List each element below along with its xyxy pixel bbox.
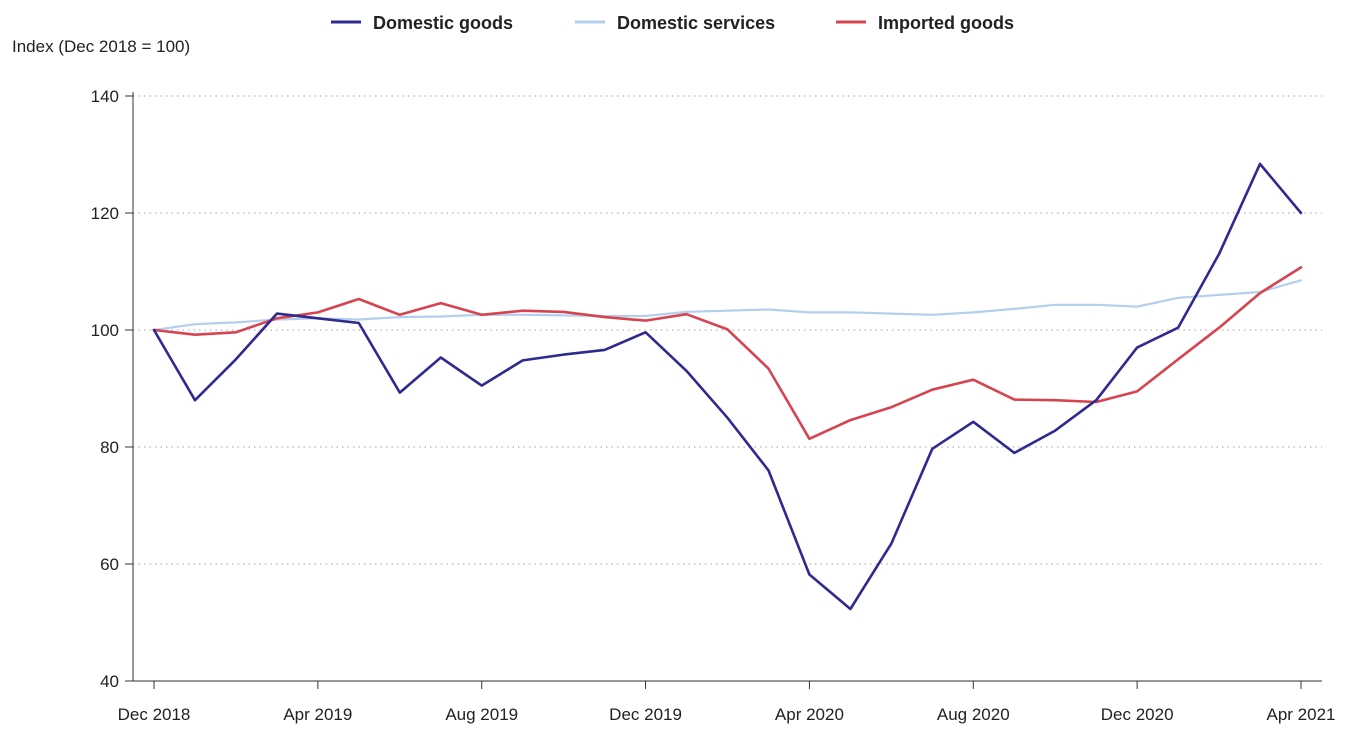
y-tick-label: 100 xyxy=(91,321,119,340)
legend-item-domestic-goods: Domestic goods xyxy=(331,13,513,33)
x-tick-label: Apr 2021 xyxy=(1267,705,1336,724)
y-tick-label: 40 xyxy=(100,672,119,691)
series-line-domestic-services xyxy=(152,279,1303,332)
x-tick-label: Aug 2020 xyxy=(937,705,1010,724)
x-axis-ticks: Dec 2018 Apr 2019 Aug 2019 Dec 2019 Apr 2020… xyxy=(118,681,1336,724)
y-tick-label: 140 xyxy=(91,87,119,106)
legend: Domestic goods Domestic services Imported … xyxy=(331,13,1014,33)
y-tick-label: 120 xyxy=(91,204,119,223)
y-axis-label: Index (Dec 2018 = 100) xyxy=(12,37,190,56)
legend-label: Imported goods xyxy=(878,13,1014,33)
series-group xyxy=(152,162,1303,611)
x-tick-label: Apr 2019 xyxy=(283,705,352,724)
series-line-imported-goods xyxy=(152,266,1303,441)
x-tick-label: Dec 2019 xyxy=(609,705,682,724)
x-tick-label: Dec 2020 xyxy=(1101,705,1174,724)
legend-item-domestic-services: Domestic services xyxy=(575,13,775,33)
y-tick-label: 80 xyxy=(100,438,119,457)
x-tick-label: Aug 2019 xyxy=(445,705,518,724)
legend-label: Domestic services xyxy=(617,13,775,33)
x-tick-label: Apr 2020 xyxy=(775,705,844,724)
y-tick-label: 60 xyxy=(100,555,119,574)
legend-label: Domestic goods xyxy=(373,13,513,33)
y-axis-ticks: 40 60 80 100 120 140 xyxy=(91,87,133,691)
x-tick-label: Dec 2018 xyxy=(118,705,191,724)
axes xyxy=(132,92,1322,682)
legend-item-imported-goods: Imported goods xyxy=(836,13,1014,33)
series-line-domestic-goods xyxy=(152,162,1303,611)
